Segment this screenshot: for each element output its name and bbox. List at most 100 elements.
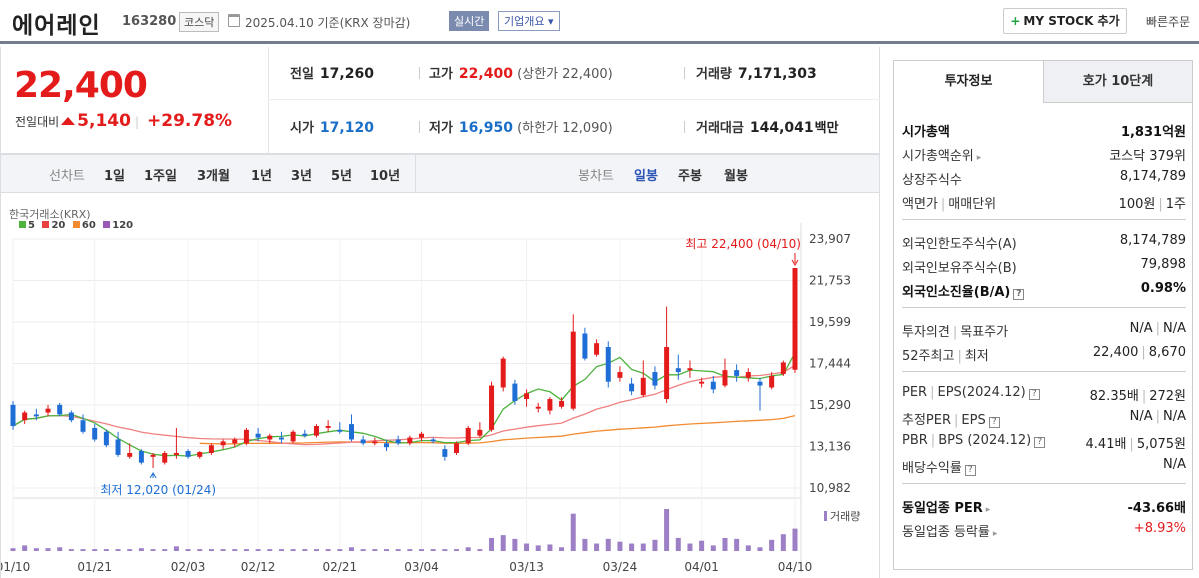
help-icon[interactable]: ? [1028,389,1040,400]
candle-body [372,441,378,444]
trade-amount: 거래대금 144,041백만 [696,120,839,136]
volume-bar [570,513,576,551]
base-date: 2025.04.10 기준(KRX 장마감) [245,16,411,30]
quick-order-link[interactable]: 빠른주문 [1146,15,1191,29]
ma5-swatch [19,221,26,228]
invest-row-value: 8,174,789 [1119,233,1186,248]
volume-bar [80,549,86,551]
candle-body [57,404,63,415]
caret-right-icon[interactable]: ▸ [985,505,991,515]
volume-bar [582,538,588,551]
high-arrowhead-icon [791,259,799,266]
x-tick-label: 04/01 [684,560,719,574]
y-tick-label: 19,599 [809,315,851,329]
y-tick-label: 21,753 [809,274,851,288]
candle-monthly[interactable]: 월봉 [724,169,748,184]
volume-bar [792,528,798,551]
invest-row: 배당수익률? N/A [902,453,1186,477]
invest-row-value: 100원 | 1주 [1118,197,1186,212]
corp-info-dropdown[interactable]: 기업개요 ▾ [498,11,560,31]
help-icon[interactable]: ? [988,417,1000,428]
candle-body [430,439,436,442]
volume-bar [780,534,786,551]
y-tick-label: 23,907 [809,232,851,246]
invest-row-value: 0.98% [1140,281,1186,296]
candle-weekly[interactable]: 주봉 [678,169,702,184]
candle-body [325,426,331,428]
period-1y[interactable]: 1년 [251,169,273,184]
volume-bar [395,549,401,551]
invest-row-label: 외국인소진율(B/A)? [902,281,1025,300]
low-price: 저가 16,950 (하한가 12,090) [429,120,613,136]
candle-body [45,408,51,413]
x-tick-label: 01/21 [77,560,112,574]
candle-body [594,343,600,355]
volume-bar [115,549,121,551]
candle-body [395,439,401,444]
candle-body [664,347,670,400]
invest-row: 투자의견 | 목표주가 N/A | N/A [902,317,1186,341]
volume-bar [489,537,495,551]
x-tick-label: 02/21 [323,560,358,574]
period-3m[interactable]: 3개월 [197,169,230,184]
help-icon[interactable]: ? [1013,289,1025,300]
change-pct: +29.78% [147,111,233,131]
invest-row: 동일업종 PER ▸ -43.66배 [902,493,1186,517]
candle-body [792,268,798,370]
candle-body [185,451,191,457]
ma120-swatch [103,221,111,228]
volume-bar [477,549,483,551]
period-1d[interactable]: 1일 [104,169,126,184]
volume-bar [57,547,63,551]
help-icon[interactable]: ? [964,465,976,476]
candle-body [687,368,693,371]
invest-row: PER | EPS(2024.12)? 82.35배 | 272원 [902,381,1186,405]
candle-body [535,406,541,409]
volume-bar [243,549,249,551]
caret-right-icon[interactable]: ▸ [976,153,982,163]
x-tick-label: 02/12 [241,560,276,574]
candle-daily[interactable]: 일봉 [634,169,658,184]
candle-body [710,381,716,390]
candle-body [559,400,565,407]
volume-bar [208,549,214,551]
tab-invest-info[interactable]: 투자정보 [894,61,1044,103]
period-3y[interactable]: 3년 [291,169,313,184]
volume-bar [465,547,471,551]
invest-row-label: 액면가 | 매매단위 [902,197,997,212]
volume-bar [535,545,541,551]
help-icon[interactable]: ? [1034,437,1046,448]
volume-bar [629,543,635,551]
x-tick-label: 03/13 [509,560,544,574]
volume-bar [92,549,98,551]
period-1w[interactable]: 1주일 [144,169,177,184]
invest-row: 추정PER | EPS? N/A | N/A [902,405,1186,429]
ma20-swatch [42,221,50,228]
high-price: 고가 22,400 (상한가 22,400) [429,66,613,82]
x-tick-label: 02/03 [171,560,206,574]
period-5y[interactable]: 5년 [331,169,353,184]
tab-order-book[interactable]: 호가 10단계 [1044,61,1192,103]
caret-right-icon[interactable]: ▸ [992,529,998,539]
invest-row: 외국인소진율(B/A)? 0.98% [902,277,1186,301]
candle-body [477,429,483,436]
volume-bar [232,549,238,551]
volume-bar [442,549,448,551]
period-10y[interactable]: 10년 [370,169,401,184]
invest-row-value: +8.93% [1133,521,1186,536]
invest-row-label: 시가총액순위 ▸ [902,149,982,164]
invest-row-value: 1,831억원 [1120,125,1186,140]
realtime-button[interactable]: 실시간 [449,11,490,31]
volume-bar [103,549,109,551]
invest-row-label: 동일업종 등락률 ▸ [902,525,998,540]
volume-bar [383,549,389,551]
chart-source: 한국거래소(KRX) [9,208,91,221]
x-tick-label: 03/04 [404,560,439,574]
mystock-add-button[interactable]: + MY STOCK 추가 [1003,8,1127,34]
candle-body [348,424,354,440]
candle-body [127,452,133,457]
invest-row-value: N/A [1163,457,1186,472]
candle-body [313,426,319,436]
volume-bar [348,547,354,551]
volume-bar [407,549,413,551]
